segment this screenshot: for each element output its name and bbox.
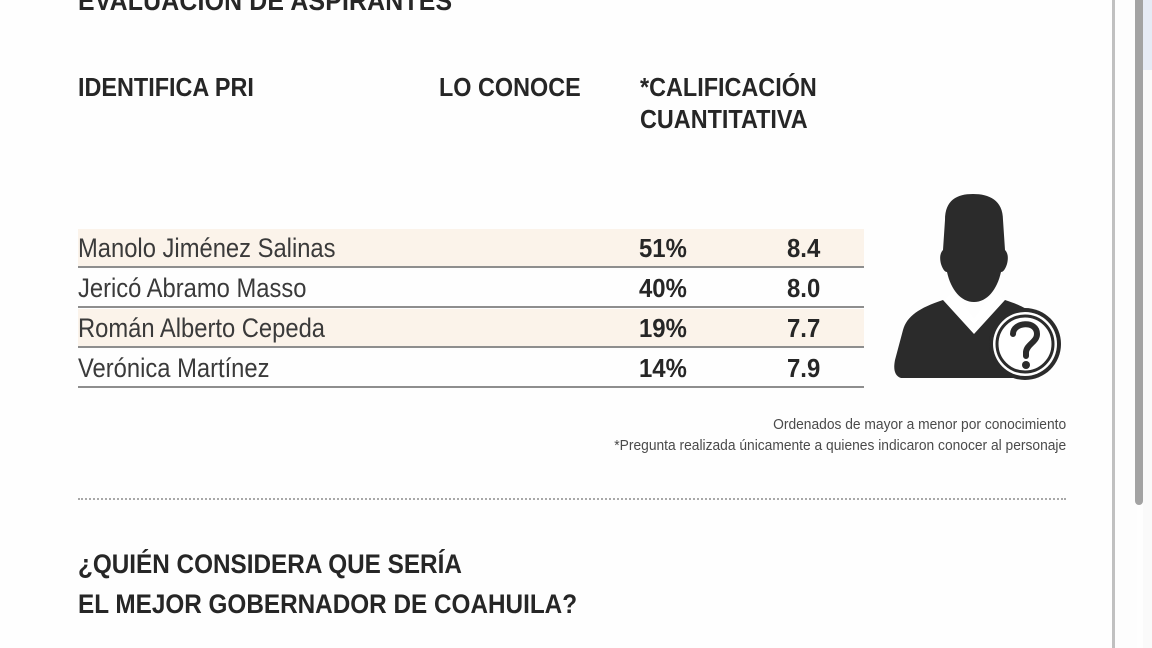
note-footnote: *Pregunta realizada únicamente a quienes…: [614, 437, 1066, 454]
conoce-value: 40%: [639, 273, 687, 303]
table-notes: Ordenados de mayor a menor por conocimie…: [575, 414, 1066, 456]
candidates-table: Manolo Jiménez Salinas 51% 8.4 Jericó Ab…: [78, 229, 864, 389]
question-heading: ¿QUIÉN CONSIDERA QUE SERÍA EL MEJOR GOBE…: [78, 544, 577, 624]
viewer-edge-highlight: [1143, 0, 1152, 70]
candidate-name: Román Alberto Cepeda: [78, 313, 326, 343]
column-header-identifica: IDENTIFICA PRI: [78, 72, 254, 102]
table-row: Jericó Abramo Masso 40% 8.0: [78, 269, 864, 308]
table-row: Román Alberto Cepeda 19% 7.7: [78, 309, 864, 348]
section-title: EVALUACIÓN DE ASPIRANTES: [78, 0, 453, 16]
conoce-value: 51%: [639, 233, 687, 263]
page-edge: [1112, 0, 1115, 648]
note-ordering: Ordenados de mayor a menor por conocimie…: [772, 416, 1066, 433]
calificacion-value: 7.7: [787, 313, 821, 343]
question-line1: ¿QUIÉN CONSIDERA QUE SERÍA: [78, 549, 462, 579]
candidate-name: Jericó Abramo Masso: [78, 273, 307, 303]
column-header-calificacion-line1: *CALIFICACIÓN: [640, 72, 817, 102]
conoce-value: 14%: [639, 353, 687, 383]
viewer-edge: [1143, 0, 1152, 648]
calificacion-value: 8.4: [787, 233, 821, 263]
unknown-person-question-icon: [893, 190, 1073, 382]
question-line2: EL MEJOR GOBERNADOR DE COAHUILA?: [78, 589, 578, 619]
column-header-calificacion-line2: CUANTITATIVA: [640, 104, 808, 134]
candidate-name: Verónica Martínez: [78, 353, 270, 383]
calificacion-value: 7.9: [787, 353, 821, 383]
column-header-lo-conoce: LO CONOCE: [439, 72, 581, 102]
candidate-name: Manolo Jiménez Salinas: [78, 233, 336, 263]
calificacion-value: 8.0: [787, 273, 821, 303]
scrollbar-track[interactable]: [1115, 0, 1137, 648]
scrollbar-thumb[interactable]: [1135, 0, 1143, 505]
table-row: Manolo Jiménez Salinas 51% 8.4: [78, 229, 864, 268]
conoce-value: 19%: [639, 313, 687, 343]
column-header-calificacion: *CALIFICACIÓN CUANTITATIVA: [640, 71, 817, 135]
table-row: Verónica Martínez 14% 7.9: [78, 349, 864, 388]
dotted-divider: [78, 498, 1066, 500]
